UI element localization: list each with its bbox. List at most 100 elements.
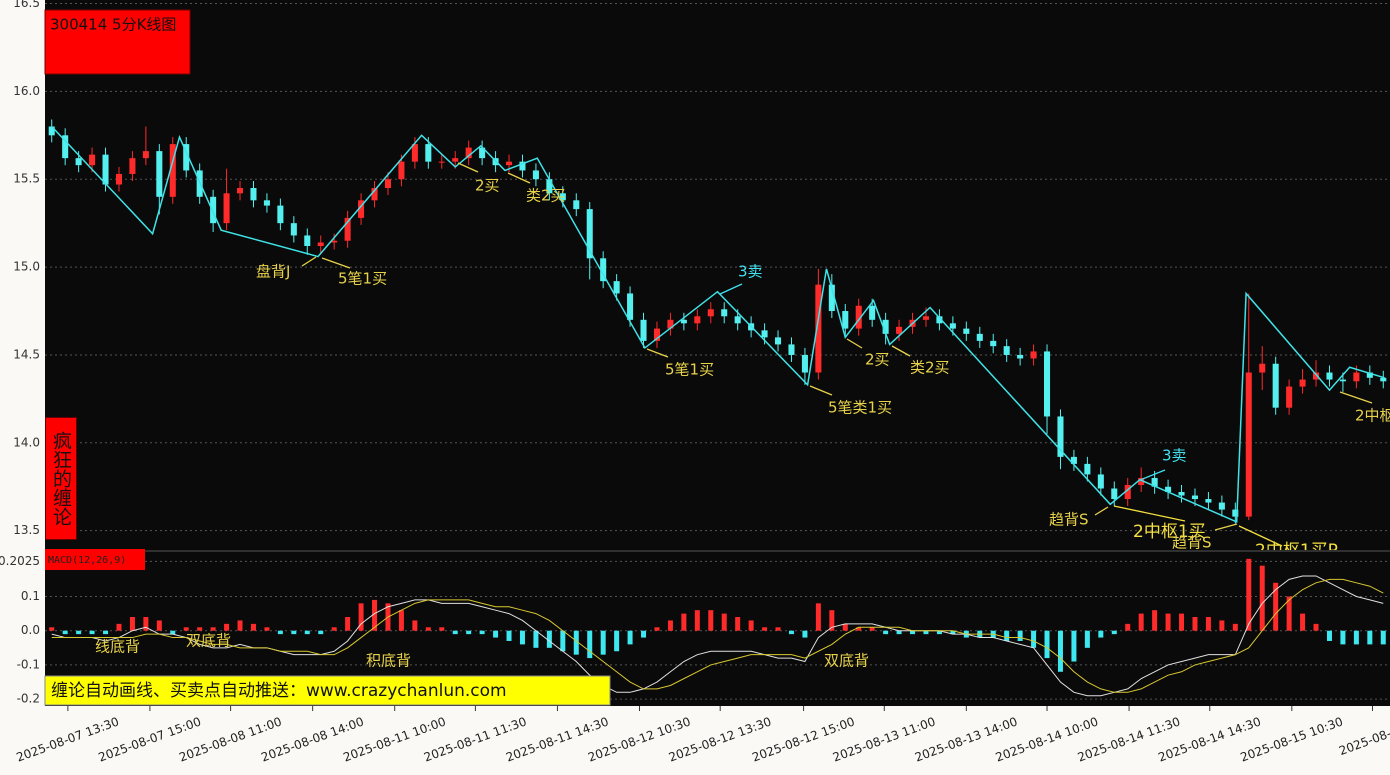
annotation: 2中枢1买P [1255,541,1338,561]
macd-bar [654,627,660,631]
candle-body [425,144,432,162]
candle-body [963,328,970,334]
macd-bar [506,630,512,641]
macd-bar [345,617,351,631]
chart-title: 300414 5分K线图 [50,16,176,34]
macd-bar [1057,630,1063,672]
candle-body [1057,416,1064,457]
annotation: 趋背S [1049,511,1089,529]
macd-bar [466,630,472,635]
candle-body [828,284,835,312]
annotation: 5笔1买 [665,361,714,379]
annotation: 双底背 [824,652,869,670]
candle-body [600,258,607,282]
candle-body [1111,488,1118,500]
candle-body [1326,372,1333,380]
candle-body [89,154,96,166]
candle-body [263,200,270,206]
banner-box [44,675,611,706]
candle-body [129,158,136,174]
macd-bar [869,627,875,631]
annotation-arrow [1238,525,1283,547]
annotation-arrow [646,348,669,358]
macd-bar [681,613,687,631]
candle-body [236,188,244,194]
candle-body [277,205,284,224]
candle-body [922,316,930,320]
banner: 缠论自动画线、买卖点自动推送：www.crazychanlun.com [51,681,507,701]
macd-bar [76,630,82,635]
x-tick-label: 2025-08-15 [1337,721,1390,758]
macd-bar [1031,630,1037,648]
macd-bar [1286,596,1292,631]
annotation-arrow [1214,523,1238,531]
macd-bar [788,630,794,635]
candle-body [1084,463,1091,475]
macd-bar [815,603,821,631]
macd-bar [89,630,95,635]
macd-bar [923,630,929,635]
candle-body [317,242,324,247]
candle-body [250,188,257,201]
candle-body [1286,386,1293,408]
candle-body [465,147,472,159]
candle-body [734,316,741,324]
candle-body [546,179,553,194]
macd-bar [62,630,68,635]
annotation: 5笔类1买 [828,399,892,417]
y-tick-label: -0.2 [17,692,40,706]
candle-body [721,309,728,317]
macd-bar [412,620,418,631]
annotation-arrow [891,345,911,357]
y-tick-label: 0.0 [21,623,40,637]
macd-bar [1017,630,1023,641]
candle-body [774,337,782,345]
macd-bar [1353,630,1359,645]
macd-bar [721,613,727,631]
macd-bar [1044,630,1050,659]
macd-bar [1246,558,1252,631]
y-tick-label: 15.0 [13,260,40,274]
candle-body [331,240,338,243]
macd-bar [708,610,714,631]
macd-bar [358,603,364,631]
macd-bar [735,617,741,631]
macd-bar [856,627,862,631]
candle-body [48,126,55,136]
y-tick-label: 13.5 [13,523,40,537]
y-tick-label: 14.0 [13,435,40,449]
candle-body [882,319,889,334]
y-tick-label: 16.0 [13,84,40,98]
annotation: 双底背 [186,632,231,650]
title-box [44,9,191,75]
candle-body [210,196,217,224]
macd-bar [493,630,499,638]
candle-body [371,188,378,201]
candle-body [1232,509,1239,517]
macd-bar [291,630,297,635]
annotation-arrow [1139,469,1166,481]
candle-body [855,305,862,329]
candle-body [304,235,311,247]
candle-body [1191,495,1199,500]
macd-bar [802,630,808,638]
macd-bar [1340,630,1346,645]
macd-bar [748,620,754,631]
macd-bar [398,610,404,631]
candle-body [505,161,513,166]
annotation-arrow [301,256,317,267]
candle-body [115,173,123,185]
candle-body [1245,372,1252,517]
macd-bar [950,630,956,635]
macd-bar [775,627,781,631]
macd-bar [1071,630,1077,662]
macd-bar [1232,623,1238,631]
candle-body [1070,456,1077,464]
candle-body [613,281,620,294]
macd-bar [197,627,203,631]
macd-bar [1380,630,1386,645]
annotation: 2买 [865,351,890,369]
annotation: 盘背J [256,263,290,281]
